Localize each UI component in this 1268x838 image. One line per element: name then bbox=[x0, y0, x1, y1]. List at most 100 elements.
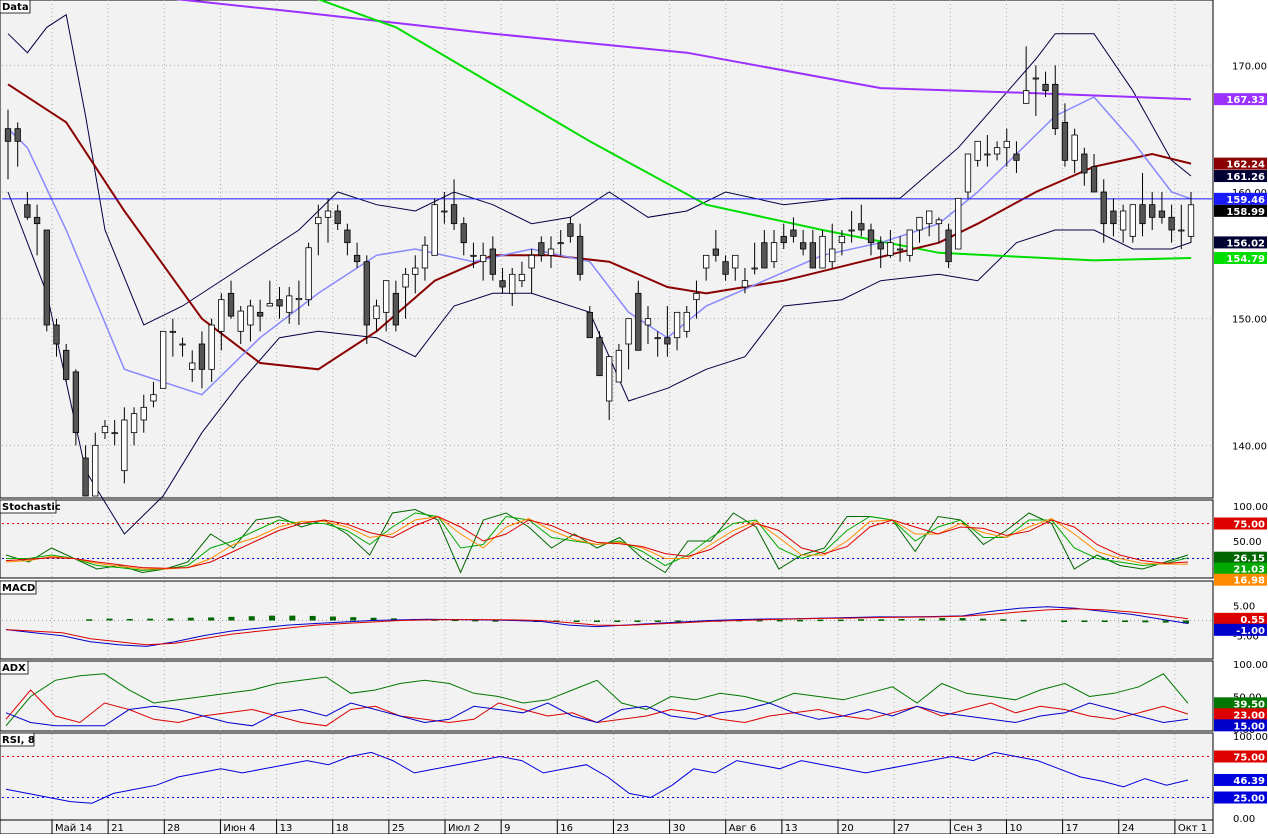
stochastic-panel-title: Stochastic bbox=[2, 502, 61, 513]
candle-body bbox=[198, 343, 206, 370]
candle-body bbox=[615, 349, 623, 383]
candle-body bbox=[266, 303, 273, 307]
panel-titles: Data Stochastic MACD ADX RSI, 8 bbox=[0, 0, 61, 747]
candle-body bbox=[276, 299, 283, 307]
candle-body bbox=[906, 229, 913, 256]
candle-body bbox=[1139, 204, 1146, 225]
macd-histogram-bar bbox=[1101, 620, 1108, 622]
candle-body bbox=[363, 261, 370, 326]
candle-body bbox=[72, 371, 80, 434]
candle-body bbox=[324, 210, 332, 218]
macd-histogram-bar bbox=[918, 618, 925, 621]
x-tick-label: 18 bbox=[336, 823, 349, 834]
macd-histogram-bar bbox=[817, 619, 824, 622]
price-panel[interactable] bbox=[0, 0, 1214, 499]
candle-body bbox=[896, 248, 904, 251]
macd-histogram-bar bbox=[147, 618, 154, 621]
macd-series-0 bbox=[5, 606, 1189, 647]
x-tick-label: 23 bbox=[616, 823, 629, 834]
candle-body bbox=[402, 273, 409, 288]
candle-body bbox=[596, 337, 603, 377]
x-tick-label: 30 bbox=[673, 823, 686, 834]
macd-histogram-bar bbox=[451, 619, 458, 622]
rsi-badge bbox=[1214, 791, 1267, 804]
macd-badge-text: 0.55 bbox=[1240, 615, 1265, 626]
price-panel-title: Data bbox=[2, 2, 29, 13]
macd-tick-label: 5.00 bbox=[1233, 601, 1255, 612]
candle-body bbox=[169, 330, 176, 333]
macd-badge-text: -1.00 bbox=[1236, 626, 1265, 637]
candle-body bbox=[703, 254, 710, 269]
y-tick-label: 150.00 bbox=[1232, 315, 1267, 326]
macd-histogram-bar bbox=[878, 619, 885, 621]
macd-histogram-bar bbox=[269, 615, 276, 621]
candle-body bbox=[654, 337, 661, 340]
candle-body bbox=[1090, 166, 1098, 193]
price-badge bbox=[1214, 170, 1267, 183]
candle-body bbox=[431, 204, 438, 256]
macd-histogram-bar bbox=[1142, 620, 1149, 623]
macd-histogram-bar bbox=[370, 617, 377, 621]
candle-body bbox=[858, 223, 865, 231]
price-badge bbox=[1214, 236, 1267, 249]
candle-body bbox=[926, 210, 933, 225]
candle-body bbox=[189, 362, 196, 370]
adx-tick-label: 100.00 bbox=[1233, 660, 1268, 671]
candle-body bbox=[441, 210, 448, 213]
stochastic-badge-text: 26.15 bbox=[1233, 554, 1265, 565]
candle-body bbox=[470, 254, 477, 257]
adx-panel-title: ADX bbox=[2, 663, 26, 674]
rsi-badge-text: 75.00 bbox=[1233, 753, 1265, 764]
candle-body bbox=[53, 324, 60, 345]
macd-badge bbox=[1214, 612, 1267, 625]
candle-body bbox=[867, 229, 875, 244]
macd-series-1 bbox=[5, 608, 1189, 646]
candle-body bbox=[1110, 210, 1117, 225]
macd-histogram-bar bbox=[350, 617, 357, 621]
candle-body bbox=[916, 216, 923, 231]
price-badge-text: 161.26 bbox=[1226, 172, 1265, 183]
candle-body bbox=[547, 248, 555, 256]
candle-body bbox=[557, 242, 564, 245]
candle-body bbox=[63, 349, 70, 380]
macd-histogram-bar bbox=[959, 618, 966, 621]
candle-body bbox=[722, 261, 729, 275]
adx-badge-text: 39.50 bbox=[1233, 699, 1265, 710]
candle-body bbox=[1100, 191, 1107, 225]
x-tick-label: 13 bbox=[280, 823, 293, 834]
stochastic-panel[interactable] bbox=[0, 499, 1214, 579]
rsi-badge-text: 25.00 bbox=[1233, 794, 1265, 805]
candle-body bbox=[334, 210, 341, 225]
candle-body bbox=[693, 292, 700, 301]
candle-body bbox=[538, 242, 545, 256]
candle-body bbox=[838, 235, 846, 244]
macd-histogram-bar bbox=[675, 620, 682, 622]
price-badge bbox=[1214, 192, 1267, 205]
candle-body bbox=[499, 280, 506, 288]
bollinger-upper-line bbox=[7, 13, 1192, 326]
macd-histogram-bar bbox=[634, 620, 641, 622]
candle-body bbox=[150, 394, 157, 402]
candle-body bbox=[945, 229, 952, 263]
candle-body bbox=[770, 242, 778, 263]
adx-panel[interactable] bbox=[0, 660, 1214, 732]
candle-body bbox=[179, 343, 186, 346]
macd-histogram-bar bbox=[289, 615, 296, 621]
candle-body bbox=[829, 248, 836, 263]
candle-body bbox=[305, 247, 312, 301]
price-badge bbox=[1214, 157, 1267, 170]
candle-body bbox=[1042, 83, 1049, 92]
macd-histogram-bar bbox=[126, 618, 133, 621]
macd-histogram-bar bbox=[898, 618, 905, 621]
candle-body bbox=[1052, 83, 1059, 130]
rsi-series-0 bbox=[5, 751, 1189, 804]
x-tick-label: 24 bbox=[1122, 823, 1135, 834]
adx-badge bbox=[1214, 697, 1267, 710]
x-axis-labels: Май 14 21 28 Июн 4 13 18 25 Июл 2 9 16 23 30 Авг 6 13… bbox=[51, 820, 1207, 834]
macd-histogram-bar bbox=[979, 618, 986, 621]
adx-badge bbox=[1214, 708, 1267, 721]
x-tick-label: 9 bbox=[504, 823, 510, 834]
x-tick-label: 20 bbox=[841, 823, 854, 834]
x-tick-label: 21 bbox=[111, 823, 124, 834]
